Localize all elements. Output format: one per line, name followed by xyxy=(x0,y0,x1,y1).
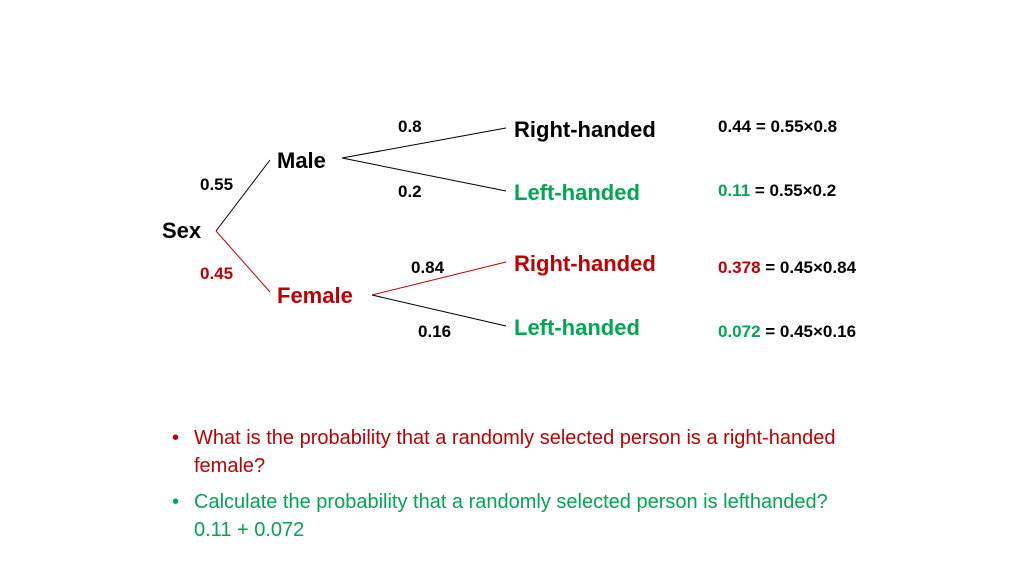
bullet-icon: • xyxy=(172,427,180,449)
node-male-left-handed: Left-handed xyxy=(514,180,640,205)
result-female-left-expr: = 0.45×0.16 xyxy=(760,322,857,341)
branch-female-left xyxy=(371,294,507,327)
node-male: Male xyxy=(277,148,326,173)
branch-sex-female xyxy=(215,230,271,293)
prob-male-right: 0.8 xyxy=(398,117,422,136)
question-text: Calculate the probability that a randoml… xyxy=(194,491,828,541)
result-female-left-value: 0.072 xyxy=(718,322,761,341)
question-item: • What is the probability that a randoml… xyxy=(172,424,852,480)
question-item: • Calculate the probability that a rando… xyxy=(172,488,852,544)
node-female-right-handed: Right-handed xyxy=(514,251,656,276)
result-female-right: 0.378 = 0.45×0.84 xyxy=(718,258,856,278)
result-male-right-expr: = 0.55×0.8 xyxy=(751,117,838,136)
node-male-right-handed: Right-handed xyxy=(514,117,656,142)
result-male-right-value: 0.44 xyxy=(718,117,752,136)
result-male-right: 0.44 = 0.55×0.8 xyxy=(718,117,837,137)
prob-female-right: 0.84 xyxy=(411,258,445,277)
result-male-left-value: 0.11 xyxy=(718,181,751,200)
prob-female-left: 0.16 xyxy=(418,322,452,341)
branch-male-left xyxy=(341,157,507,192)
result-female-right-expr: = 0.45×0.84 xyxy=(760,258,857,277)
question-list: • What is the probability that a randoml… xyxy=(172,424,852,552)
prob-male-left: 0.2 xyxy=(398,182,422,201)
branch-sex-male xyxy=(215,159,271,232)
result-female-left: 0.072 = 0.45×0.16 xyxy=(718,322,856,342)
node-female: Female xyxy=(277,283,353,308)
branch-male-right xyxy=(341,127,507,159)
result-female-right-value: 0.378 xyxy=(718,258,761,277)
result-male-left-expr: = 0.55×0.2 xyxy=(750,181,837,200)
bullet-icon: • xyxy=(172,491,180,513)
question-text: What is the probability that a randomly … xyxy=(194,427,836,477)
branch-female-right xyxy=(371,261,507,296)
result-male-left: 0.11 = 0.55×0.2 xyxy=(718,181,836,201)
node-female-left-handed: Left-handed xyxy=(514,315,640,340)
root-node-sex: Sex xyxy=(162,218,202,243)
prob-male: 0.55 xyxy=(200,175,234,194)
prob-female: 0.45 xyxy=(200,264,234,283)
